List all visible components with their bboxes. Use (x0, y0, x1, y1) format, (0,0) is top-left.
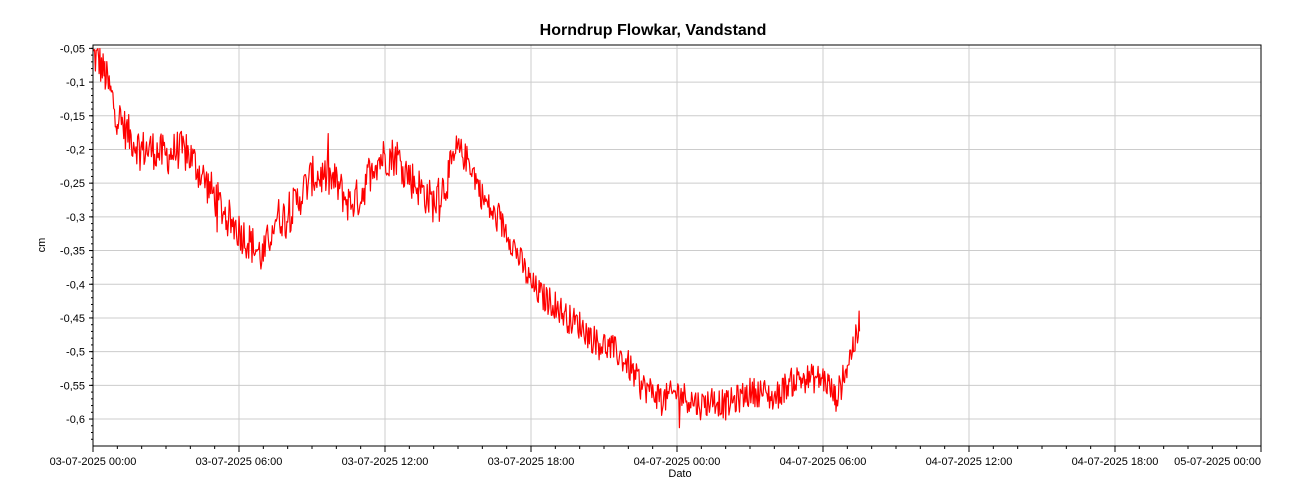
gridlines (93, 45, 1261, 446)
x-axis-label: Dato (668, 468, 691, 480)
y-tick-label: -0,15 (60, 111, 85, 123)
y-tick-label: -0,55 (60, 380, 85, 392)
x-tick-label: 05-07-2025 00:00 (1174, 456, 1261, 468)
x-tick-label: 03-07-2025 00:00 (50, 456, 137, 468)
x-tick-label: 04-07-2025 06:00 (780, 456, 867, 468)
y-tick-label: -0,5 (66, 347, 85, 359)
y-tick-label: -0,35 (60, 246, 85, 258)
chart-title: Horndrup Flowkar, Vandstand (540, 22, 767, 39)
y-tick-label: -0,05 (60, 43, 85, 55)
x-tick-label: 04-07-2025 12:00 (926, 456, 1013, 468)
y-tick-label: -0,6 (66, 414, 85, 426)
x-tick-label: 03-07-2025 12:00 (342, 456, 429, 468)
axes: -0,05 -0,1 -0,15 -0,2 -0,25 -0,3 -0,35 -0,4 -0,4… (50, 43, 1262, 468)
y-tick-label: -0,45 (60, 313, 85, 325)
y-tick-label: -0,3 (66, 212, 85, 224)
y-axis-label: cm (36, 238, 48, 253)
x-tick-label: 04-07-2025 00:00 (634, 456, 721, 468)
series-line (92, 47, 861, 429)
y-tick-label: -0,25 (60, 178, 85, 190)
x-tick-label: 03-07-2025 18:00 (488, 456, 575, 468)
y-tick-label: -0,4 (66, 279, 85, 291)
y-tick-label: -0,1 (66, 77, 85, 89)
series-layer (92, 47, 861, 429)
x-tick-label: 04-07-2025 18:00 (1072, 456, 1159, 468)
y-tick-label: -0,2 (66, 144, 85, 156)
x-tick-label: 03-07-2025 06:00 (196, 456, 283, 468)
